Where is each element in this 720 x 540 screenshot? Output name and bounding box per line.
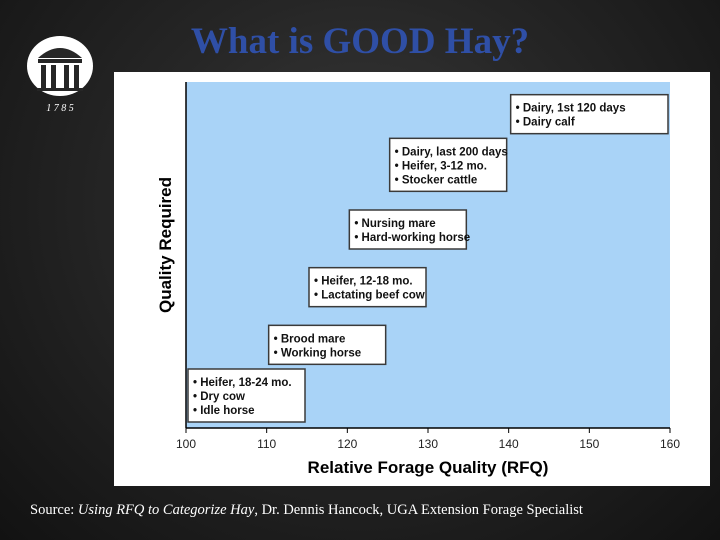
category-item: • Heifer, 3-12 mo. bbox=[395, 160, 487, 172]
x-ticks: 100 110 120 130 140 150 160 bbox=[176, 428, 680, 451]
source-citation: Source: Using RFQ to Categorize Hay, Dr.… bbox=[30, 502, 710, 519]
y-axis-label: Quality Required bbox=[156, 177, 175, 313]
category-item: • Brood mare bbox=[274, 333, 346, 345]
category-item: • Stocker cattle bbox=[395, 174, 478, 186]
category-item: • Lactating beef cow bbox=[314, 290, 425, 302]
category-item: • Dairy, last 200 days bbox=[395, 146, 508, 158]
category-item: • Dry cow bbox=[193, 391, 245, 403]
category-item: • Heifer, 18-24 mo. bbox=[193, 377, 292, 389]
x-tick-label: 140 bbox=[499, 437, 519, 451]
slide-title: What is GOOD Hay? bbox=[150, 20, 570, 64]
x-tick-label: 120 bbox=[337, 437, 357, 451]
x-tick-label: 160 bbox=[660, 437, 680, 451]
source-title: Using RFQ to Categorize Hay bbox=[78, 502, 254, 518]
x-axis-label: Relative Forage Quality (RFQ) bbox=[308, 458, 549, 477]
category-item: • Heifer, 12-18 mo. bbox=[314, 276, 413, 288]
category-item: • Nursing mare bbox=[354, 218, 435, 230]
category-box: • Heifer, 18-24 mo. • Dry cow • Idle horse bbox=[188, 369, 305, 422]
logo-year: 1 7 8 5 bbox=[46, 103, 74, 114]
category-box: • Dairy, 1st 120 days • Dairy calf bbox=[511, 95, 668, 134]
category-item: • Dairy, 1st 120 days bbox=[516, 103, 626, 115]
category-box: • Nursing mare • Hard-working horse bbox=[349, 210, 470, 249]
source-prefix: Source: bbox=[30, 502, 78, 518]
category-item: • Idle horse bbox=[193, 405, 255, 417]
x-tick-label: 110 bbox=[257, 437, 276, 451]
arch-icon: 1 7 8 5 bbox=[20, 32, 100, 114]
category-box: • Dairy, last 200 days • Heifer, 3-12 mo.… bbox=[390, 138, 508, 191]
category-box: • Brood mare • Working horse bbox=[269, 325, 386, 364]
category-item: • Working horse bbox=[274, 347, 362, 359]
source-suffix: , Dr. Dennis Hancock, UGA Extension Fora… bbox=[254, 502, 583, 518]
rfq-chart-svg: 100 110 120 130 140 150 160 • Heifer, 18-24 mo… bbox=[114, 72, 710, 486]
x-tick-label: 130 bbox=[418, 437, 438, 451]
category-box: • Heifer, 12-18 mo. • Lactating beef cow bbox=[309, 268, 426, 307]
x-tick-label: 150 bbox=[579, 437, 599, 451]
rfq-chart: 100 110 120 130 140 150 160 • Heifer, 18-24 mo… bbox=[114, 72, 710, 486]
x-tick-label: 100 bbox=[176, 437, 196, 451]
university-arch-logo: 1 7 8 5 bbox=[20, 32, 100, 114]
category-item: • Hard-working horse bbox=[354, 232, 470, 244]
category-item: • Dairy calf bbox=[516, 117, 575, 129]
